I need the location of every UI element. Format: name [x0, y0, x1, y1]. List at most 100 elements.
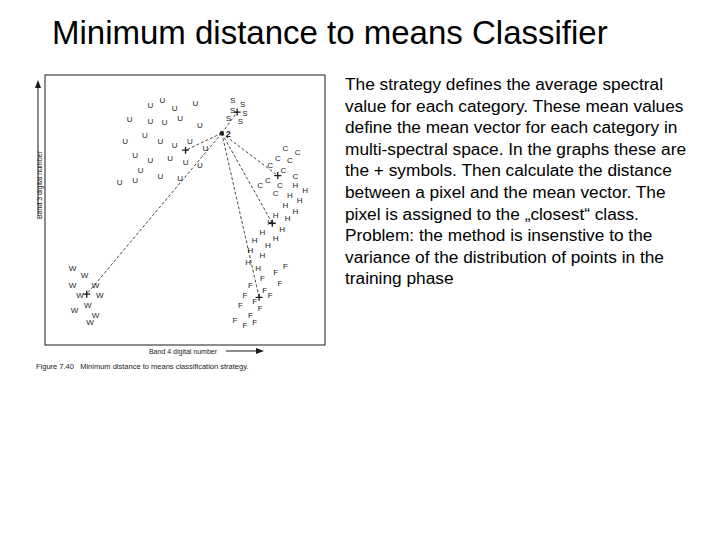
point: W	[69, 264, 77, 273]
point: W	[84, 301, 92, 310]
pixel-label: 2	[226, 129, 231, 139]
point: U	[162, 118, 168, 127]
class-mean	[256, 294, 263, 301]
point: U	[127, 115, 133, 124]
point: C	[275, 154, 281, 163]
class-mean	[274, 172, 281, 179]
point: C	[283, 144, 289, 153]
distance-line	[222, 133, 259, 297]
slide-title: Minimum distance to means Classifier	[52, 14, 608, 52]
point: H	[292, 181, 298, 190]
plot-area: UUUUUUUUUUUUUUUUUUUUUUUUUSSSSSSCCCCCCCCC…	[69, 96, 309, 329]
point: H	[297, 196, 303, 205]
point: F	[242, 291, 247, 300]
point: U	[172, 104, 178, 113]
point: C	[267, 161, 273, 170]
point: U	[122, 137, 128, 146]
plot-frame	[45, 75, 325, 345]
point: F	[283, 262, 288, 271]
distance-line	[87, 133, 222, 294]
point: H	[260, 251, 266, 260]
point: H	[283, 201, 289, 210]
point: W	[92, 281, 100, 290]
point: U	[160, 96, 166, 105]
point: W	[86, 318, 94, 327]
point: H	[260, 228, 266, 237]
point: C	[295, 148, 301, 157]
point: W	[69, 281, 77, 290]
point: H	[247, 246, 253, 255]
x-axis-label: Band 4 digital number	[149, 348, 218, 356]
point: F	[258, 304, 263, 313]
point: W	[71, 306, 79, 315]
point: H	[265, 241, 271, 250]
class-mean	[234, 109, 241, 116]
point: H	[273, 234, 279, 243]
point: U	[117, 178, 123, 187]
y-axis-label: Band 3 digital number	[36, 150, 44, 219]
point: C	[292, 172, 298, 181]
point: F	[278, 279, 283, 288]
point: S	[230, 96, 235, 105]
x-arrowhead	[256, 348, 264, 354]
point: U	[177, 114, 183, 123]
point: H	[302, 186, 308, 195]
point: U	[132, 176, 138, 185]
point: H	[279, 225, 285, 234]
point: F	[233, 316, 238, 325]
figure-caption: Figure 7.40 Minimum distance to means cl…	[36, 362, 248, 371]
point: S	[240, 100, 245, 109]
point: U	[132, 151, 138, 160]
point: C	[265, 176, 271, 185]
y-arrowhead	[35, 80, 41, 88]
point: U	[138, 166, 144, 175]
point: F	[260, 274, 265, 283]
paragraph: Problem: the method is insenstive to the…	[345, 225, 703, 290]
class-mean	[182, 147, 189, 154]
point: H	[273, 211, 279, 220]
point: H	[292, 207, 298, 216]
point: F	[273, 268, 278, 277]
unknown-pixel	[220, 131, 224, 135]
point: F	[242, 321, 247, 330]
point: H	[287, 191, 293, 200]
point: U	[172, 141, 178, 150]
figure: Band 3 digital number Band 4 digital numb…	[0, 0, 720, 540]
point: C	[287, 156, 293, 165]
point: U	[193, 99, 199, 108]
point: U	[142, 131, 148, 140]
point: C	[273, 189, 279, 198]
point: U	[157, 137, 163, 146]
point: W	[81, 271, 89, 280]
point: H	[285, 214, 291, 223]
point: W	[76, 291, 84, 300]
class-mean	[269, 220, 276, 227]
point: U	[197, 121, 203, 130]
point: U	[167, 154, 173, 163]
point: U	[183, 158, 189, 167]
class-mean	[83, 291, 90, 298]
paragraph: The strategy defines the average spectra…	[345, 74, 703, 225]
point: U	[148, 101, 154, 110]
point: H	[255, 264, 261, 273]
point: S	[226, 114, 231, 123]
point: U	[202, 144, 208, 153]
distance-line	[222, 133, 273, 223]
point: U	[197, 161, 203, 170]
point: U	[148, 117, 154, 126]
point: S	[238, 117, 243, 126]
point: U	[187, 137, 193, 146]
point: C	[257, 181, 263, 190]
slide-text: The strategy defines the average spectra…	[345, 74, 703, 290]
point: U	[148, 156, 154, 165]
point: H	[252, 236, 258, 245]
point: H	[245, 258, 251, 267]
point: F	[248, 281, 253, 290]
point: U	[157, 172, 163, 181]
point: F	[252, 318, 257, 327]
point: W	[96, 291, 104, 300]
point: U	[177, 174, 183, 183]
point: F	[262, 286, 267, 295]
point: F	[238, 301, 243, 310]
point: C	[280, 166, 286, 175]
